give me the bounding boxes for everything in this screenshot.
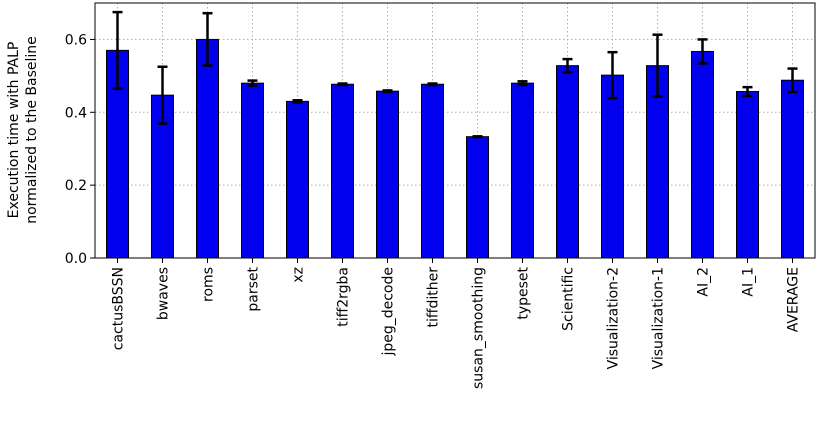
y-axis-label: Execution time with PALP [6, 42, 22, 219]
error-bar [697, 38, 708, 65]
x-tick-label: roms [201, 267, 217, 302]
error-bar [427, 82, 438, 87]
bar [331, 83, 354, 259]
x-tick-label: Visualization-1 [651, 267, 667, 369]
error-bar [382, 89, 393, 94]
bar [691, 50, 714, 259]
x-tick-label: Scientific [561, 267, 577, 331]
x-tick-label: cactusBSSN [111, 267, 127, 350]
error-bar [157, 65, 168, 125]
y-axis-label: normalized to the Baseline [24, 36, 40, 224]
error-bar [787, 67, 798, 94]
x-tick-label: tiff2rgba [336, 267, 352, 327]
error-bar [517, 80, 528, 87]
plot-frame [94, 2, 816, 259]
y-tick-label: 0.4 [65, 105, 87, 121]
y-tick-label: 0.6 [65, 32, 87, 48]
error-bar [337, 82, 348, 87]
bar [511, 82, 534, 259]
x-tick-label: AI_2 [696, 267, 712, 297]
x-tick-label: jpeg_decode [381, 267, 397, 357]
bar [286, 100, 309, 259]
y-tick-label: 0.0 [65, 251, 87, 267]
bar [466, 136, 489, 259]
y-tick-label: 0.2 [65, 178, 87, 194]
x-tick-label: xz [291, 267, 307, 283]
bar [241, 82, 264, 259]
error-bar [607, 50, 618, 100]
bar [781, 79, 804, 259]
x-tick-label: typeset [516, 266, 532, 319]
error-bar [742, 85, 753, 98]
bar [556, 65, 579, 259]
error-bar [292, 99, 303, 104]
error-bar [652, 33, 663, 98]
bar [421, 83, 444, 259]
error-bar [112, 10, 123, 90]
error-bar [247, 79, 258, 87]
x-tick-label: AI_1 [741, 267, 757, 297]
bar [196, 38, 219, 259]
x-tick-label: susan_smoothing [471, 267, 487, 389]
x-tick-label: bwaves [156, 267, 172, 320]
x-tick-label: AVERAGE [786, 267, 802, 332]
x-tick-label: tiffdither [426, 267, 442, 328]
bar [736, 91, 759, 259]
error-bar [562, 57, 573, 74]
bar [601, 74, 624, 259]
x-tick-label: parset [246, 266, 262, 311]
bar [376, 90, 399, 259]
error-bar [202, 11, 213, 67]
x-tick-label: Visualization-2 [606, 267, 622, 369]
error-bar [472, 135, 483, 139]
